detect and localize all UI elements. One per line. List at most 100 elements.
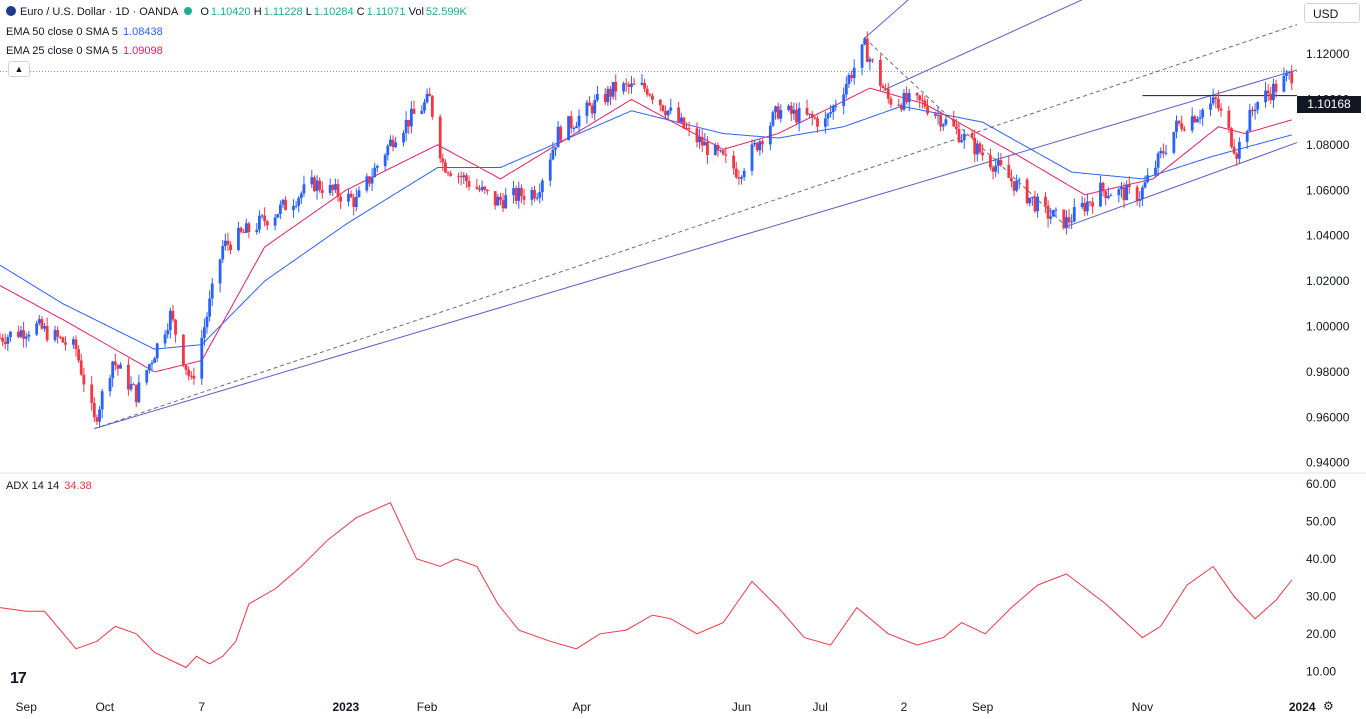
candle-body <box>35 323 39 335</box>
candle-body <box>548 159 552 181</box>
candle-body <box>108 378 112 392</box>
candle-body <box>1017 179 1021 181</box>
candle-body <box>132 384 136 386</box>
candle-body <box>567 116 570 141</box>
candle-body <box>284 199 288 211</box>
candle-body <box>412 108 416 114</box>
volume-value: 52.599K <box>425 6 467 18</box>
settings-gear-icon[interactable]: ⚙ <box>1323 699 1334 713</box>
candle-body <box>483 186 487 190</box>
candle-body <box>200 337 204 379</box>
candle-body <box>658 99 662 106</box>
candle-body <box>970 133 974 138</box>
candle-body <box>229 244 232 251</box>
candle-body <box>797 108 801 123</box>
candle-body <box>1117 189 1121 196</box>
candle-body <box>994 165 998 172</box>
ema25-legend[interactable]: EMA 25 close 0 SMA 5 1.09098 <box>6 45 163 58</box>
currency-button[interactable]: USD <box>1304 3 1360 23</box>
candle-body <box>884 88 888 90</box>
candle-body <box>56 330 60 337</box>
candle-body <box>1143 182 1147 188</box>
time-axis-label: Nov <box>1132 700 1153 714</box>
candle-body <box>902 93 906 110</box>
candle-body <box>1285 73 1288 76</box>
candle-body <box>1072 207 1076 222</box>
candle-body <box>632 83 636 85</box>
candle-body <box>310 177 314 185</box>
symbol-title[interactable]: Euro / U.S. Dollar · 1D · OANDA <box>20 6 179 18</box>
candle-body <box>721 150 725 155</box>
candle-body <box>834 105 838 107</box>
candle-body <box>520 187 523 197</box>
candle-body <box>768 125 772 145</box>
candle-body <box>695 128 699 143</box>
candle-body <box>522 196 526 200</box>
ema50-label: EMA 50 close 0 SMA 5 <box>6 26 118 38</box>
candle-body <box>926 106 929 114</box>
candle-body <box>370 177 374 184</box>
volume-label: Vol <box>408 6 424 18</box>
candle-body <box>939 115 943 127</box>
open-value: 1.10420 <box>210 6 251 18</box>
candle-body <box>71 339 75 345</box>
candle-body <box>517 187 521 201</box>
candle-body <box>844 83 848 95</box>
candle-body <box>0 337 2 339</box>
tradingview-logo-icon[interactable]: 17 <box>10 670 27 687</box>
ema50-legend[interactable]: EMA 50 close 0 SMA 5 1.08438 <box>6 26 163 39</box>
candle-body <box>737 177 741 179</box>
candle-body <box>651 95 654 100</box>
candle-body <box>205 316 209 328</box>
candle-body <box>368 176 371 184</box>
candle-body <box>292 205 295 211</box>
candle-body <box>1012 181 1016 191</box>
candle-body <box>1214 97 1218 99</box>
close-value: 1.11071 <box>366 6 406 18</box>
candle-body <box>881 85 885 89</box>
candle-body <box>645 88 649 95</box>
candle-body <box>596 94 599 100</box>
candle-body <box>352 197 356 207</box>
price-axis-tick: 1.12000 <box>1306 47 1350 61</box>
candle-body <box>386 145 390 156</box>
candle-body <box>973 137 977 155</box>
candle-body <box>95 417 99 422</box>
candle-body <box>16 331 20 337</box>
candle-body <box>171 310 175 320</box>
candle-body <box>1065 217 1068 229</box>
candle-body <box>61 337 65 343</box>
collapse-legend-button[interactable]: ▲ <box>8 61 30 77</box>
candle-body <box>755 142 759 151</box>
candle-body <box>540 180 544 193</box>
candle-body <box>402 133 405 143</box>
adx-legend[interactable]: ADX 14 14 34.38 <box>6 480 92 492</box>
candle-body <box>685 128 688 130</box>
candle-body <box>666 110 670 116</box>
candle-body <box>669 107 673 111</box>
candle-body <box>1120 187 1123 190</box>
candle-body <box>1141 187 1144 200</box>
candle-body <box>1227 110 1231 129</box>
candle-body <box>1049 216 1053 219</box>
time-axis-label: Jul <box>812 700 827 714</box>
candle-body <box>1085 201 1089 212</box>
candle-body <box>538 192 542 198</box>
candle-body <box>244 223 248 233</box>
candle-body <box>915 93 919 96</box>
candle-body <box>192 375 196 379</box>
pitchfork-line-3 <box>864 0 909 39</box>
candle-body <box>265 221 269 226</box>
candle-body <box>831 105 835 113</box>
candle-body <box>554 147 557 150</box>
candle-body <box>1193 116 1197 123</box>
candle-body <box>1122 187 1126 201</box>
candle-body <box>606 88 610 103</box>
low-value: 1.10284 <box>313 6 354 18</box>
candle-body <box>1062 209 1066 229</box>
candle-body <box>1109 195 1113 197</box>
candle-body <box>878 59 882 86</box>
candle-body <box>679 117 683 123</box>
candle-body <box>354 196 358 207</box>
